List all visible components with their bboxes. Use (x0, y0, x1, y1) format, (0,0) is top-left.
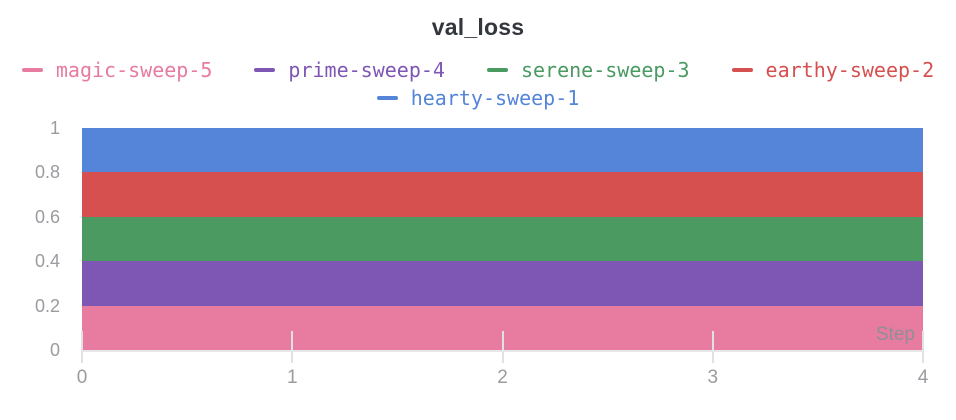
legend-item-prime-sweep-4[interactable]: prime-sweep-4 (254, 57, 445, 82)
x-tick-label: 4 (917, 367, 929, 388)
x-tick-label: 3 (707, 367, 719, 388)
y-tick-label: 0.2 (34, 295, 60, 316)
legend: magic-sweep-5 prime-sweep-4 serene-sweep… (0, 57, 956, 110)
y-tick-label: 1 (49, 118, 60, 138)
legend-line-swatch-icon (486, 67, 508, 72)
chart-title: val_loss (431, 14, 525, 40)
legend-line-swatch-icon (21, 67, 43, 72)
legend-item-label: prime-sweep-4 (288, 57, 445, 82)
x-tick-label: 2 (497, 367, 508, 388)
series-band-hearty-sweep-1 (82, 128, 923, 173)
legend-row-1: magic-sweep-5 prime-sweep-4 serene-sweep… (21, 57, 935, 82)
x-axis-line (82, 350, 923, 352)
series-band-serene-sweep-3 (82, 216, 923, 262)
legend-line-swatch-icon (254, 67, 276, 72)
x-tick-label: 1 (286, 367, 298, 388)
legend-item-earthy-sweep-2[interactable]: earthy-sweep-2 (731, 57, 935, 82)
series-band-prime-sweep-4 (82, 261, 923, 306)
x-tick-label: 0 (76, 367, 88, 388)
y-tick-label: 0 (49, 340, 60, 360)
legend-item-label: magic-sweep-5 (55, 57, 213, 82)
x-axis-title: Step (875, 324, 915, 345)
y-tick-label: 0.6 (34, 206, 60, 227)
legend-line-swatch-icon (376, 95, 398, 100)
legend-item-label: serene-sweep-3 (520, 57, 690, 82)
x-axis-tick-labels: 0 1 2 3 4 (77, 367, 929, 392)
legend-row-2: hearty-sweep-1 (376, 85, 580, 110)
legend-item-label: hearty-sweep-1 (410, 85, 580, 110)
legend-line-swatch-icon (731, 67, 753, 72)
legend-item-serene-sweep-3[interactable]: serene-sweep-3 (486, 57, 690, 82)
series-band-earthy-sweep-2 (82, 172, 923, 217)
y-tick-label: 0.8 (34, 162, 60, 183)
y-axis-tick-labels: 1 0.8 0.6 0.4 0.2 0 (0, 119, 60, 359)
legend-item-label: earthy-sweep-2 (765, 57, 935, 82)
plot-area[interactable]: Step (82, 128, 923, 351)
legend-item-hearty-sweep-1[interactable]: hearty-sweep-1 (376, 85, 580, 110)
legend-item-magic-sweep-5[interactable]: magic-sweep-5 (21, 57, 213, 82)
y-tick-label: 0.4 (34, 251, 60, 272)
series-band-magic-sweep-5 (82, 305, 923, 351)
